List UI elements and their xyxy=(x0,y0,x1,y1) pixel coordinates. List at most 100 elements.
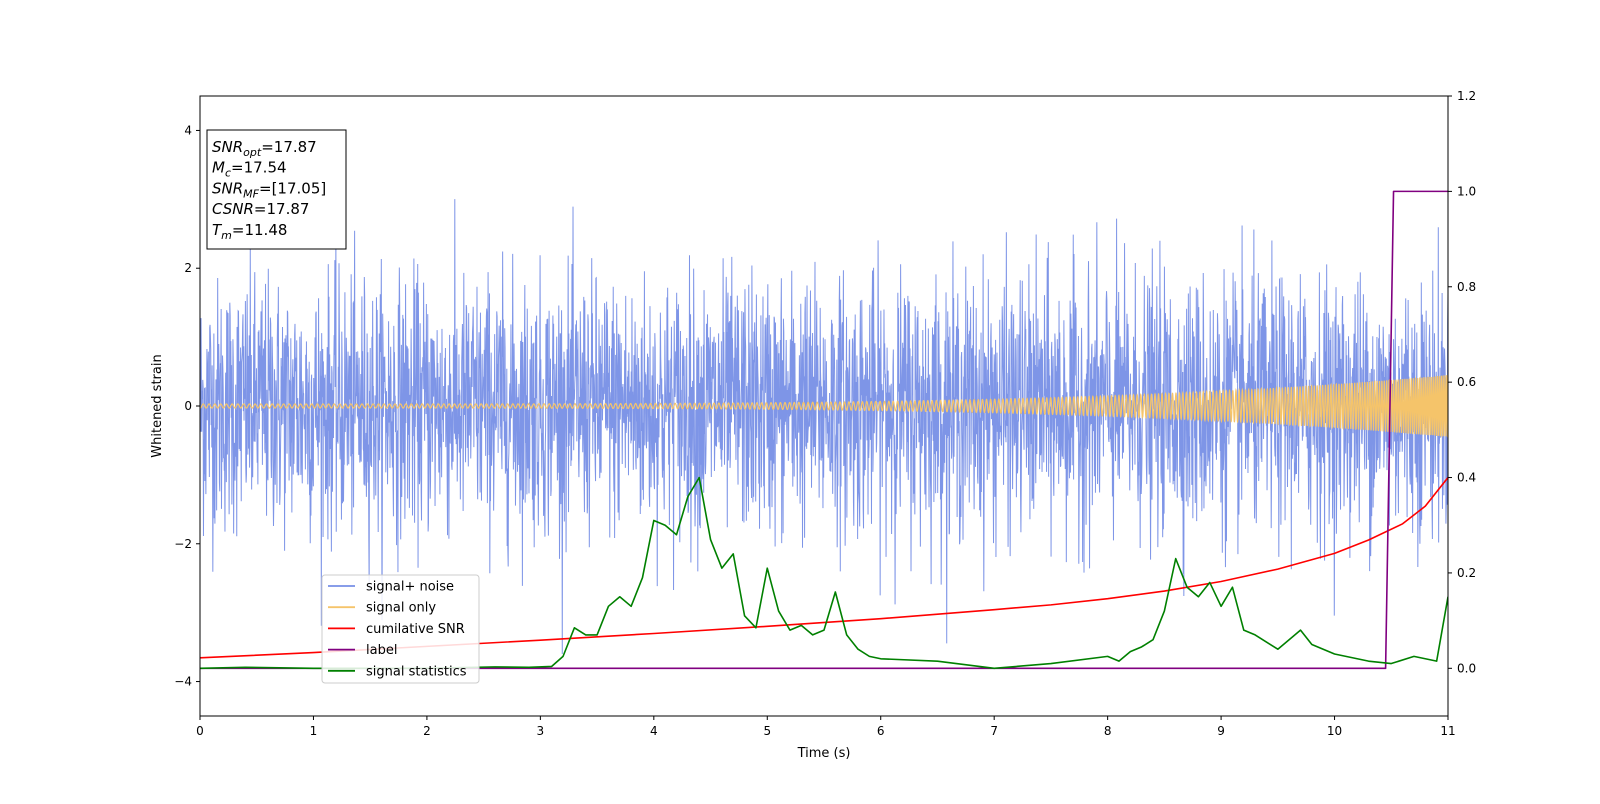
series-signal-statistics-point xyxy=(574,627,576,629)
series-cumulative-snr-point xyxy=(1050,604,1052,606)
y-tick-label-right: 1.2 xyxy=(1457,89,1476,103)
series-cumulative-snr-point xyxy=(1425,505,1427,507)
series-cumulative-snr-point xyxy=(313,652,315,654)
series-signal-statistics-point xyxy=(789,629,791,631)
series-signal-statistics-point xyxy=(1209,582,1211,584)
x-tick-label: 4 xyxy=(650,724,658,738)
series-signal-statistics-point xyxy=(880,658,882,660)
series-signal-statistics-point xyxy=(1436,660,1438,662)
series-signal-statistics-point xyxy=(744,615,746,617)
x-tick-label: 6 xyxy=(877,724,885,738)
x-tick-label: 9 xyxy=(1217,724,1225,738)
x-tick-label: 2 xyxy=(423,724,431,738)
series-signal-statistics-point xyxy=(993,668,995,670)
y-axis-label: Whitened strain xyxy=(150,354,165,457)
info-box: SNRopt=17.87Mc=17.54SNRMF=[17.05]CSNR=17… xyxy=(206,129,347,250)
series-cumulative-snr-point xyxy=(1164,590,1166,592)
series-signal-statistics-point xyxy=(676,534,678,536)
y-tick-label-left: 2 xyxy=(184,261,192,275)
info-box-frame xyxy=(206,129,347,250)
info-box-line: CSNR=17.87 xyxy=(212,200,309,218)
legend-label: label xyxy=(366,643,397,658)
series-signal-statistics-point xyxy=(766,567,768,569)
series-cumulative-snr-point xyxy=(766,626,768,628)
x-tick-label: 0 xyxy=(196,724,204,738)
series-signal-statistics-point xyxy=(698,477,700,479)
series-signal-statistics-point xyxy=(1050,663,1052,665)
legend: signal+ noise signal only cumilative SNR la… xyxy=(321,574,480,684)
series-signal-statistics-point xyxy=(562,656,564,658)
series-signal-statistics-point xyxy=(1107,656,1109,658)
plot-area xyxy=(200,190,1448,670)
x-tick-label: 5 xyxy=(763,724,771,738)
series-signal-statistics-point xyxy=(619,596,621,598)
series-signal-statistics-point xyxy=(1220,606,1222,608)
series-signal-statistics-point xyxy=(1186,586,1188,588)
series-signal-statistics-point xyxy=(596,634,598,636)
series-signal-statistics-point xyxy=(710,539,712,541)
series-signal-statistics-point xyxy=(1141,646,1143,648)
y-tick-label-right: 1.0 xyxy=(1457,184,1476,198)
series-signal-statistics-point xyxy=(585,634,587,636)
y-tick-label-right: 0.8 xyxy=(1457,280,1476,294)
info-box-line: SNRopt=17.87 xyxy=(212,138,317,159)
series-cumulative-snr-point xyxy=(880,618,882,620)
series-signal-statistics-point xyxy=(801,625,803,627)
series-signal-statistics-point xyxy=(1300,629,1302,631)
series-label-line xyxy=(200,190,1448,670)
series-signal-statistics-line xyxy=(200,476,1448,670)
axis-ticks: 0 1 2 3 4 5 6 7 8 9 10 11 4 2 0 −2 −4 1.2 1.0 0.8 0.6 0.4 0.2 0… xyxy=(174,89,1476,738)
series-signal-statistics-point xyxy=(869,656,871,658)
x-tick-label: 3 xyxy=(537,724,545,738)
series-signal-statistics-point xyxy=(1198,596,1200,598)
series-cumulative-snr-point xyxy=(1402,523,1404,525)
x-tick-label: 8 xyxy=(1104,724,1112,738)
series-signal-statistics-point xyxy=(1368,660,1370,662)
series-signal-statistics-point xyxy=(846,634,848,636)
legend-label: signal statistics xyxy=(366,664,467,679)
series-signal-statistics-point xyxy=(937,660,939,662)
series-signal-statistics-point xyxy=(823,629,825,631)
series-signal-statistics-point xyxy=(812,634,814,636)
series-signal-statistics-point xyxy=(755,627,757,629)
y-tick-label-right: 0.0 xyxy=(1457,661,1476,675)
series-signal-statistics-point xyxy=(551,666,553,668)
x-axis-label: Time (s) xyxy=(797,746,851,761)
series-signal-statistics-point xyxy=(630,606,632,608)
legend-frame xyxy=(321,574,480,684)
series-cumulative-snr-point xyxy=(653,633,655,635)
info-box-line: SNRMF=[17.05] xyxy=(212,179,326,200)
series-signal-statistics-point xyxy=(721,567,723,569)
series-signal-statistics-point xyxy=(642,577,644,579)
series-signal-statistics-point xyxy=(1130,651,1132,653)
legend-label: signal+ noise xyxy=(366,580,454,595)
y-tick-label-right: 0.2 xyxy=(1457,566,1476,580)
series-signal-statistics-point xyxy=(1413,656,1415,658)
x-tick-label: 11 xyxy=(1440,724,1455,738)
series-cumulative-snr-point xyxy=(1107,598,1109,600)
series-signal-statistics-point xyxy=(1152,639,1154,641)
x-tick-label: 10 xyxy=(1327,724,1342,738)
series-signal-statistics-point xyxy=(732,553,734,555)
series-signal-statistics-point xyxy=(313,668,315,670)
x-tick-label: 7 xyxy=(990,724,998,738)
series-cumulative-snr-point xyxy=(1334,553,1336,555)
series-cumulative-snr-point xyxy=(1277,568,1279,570)
series-signal-statistics-point xyxy=(1334,653,1336,655)
series-cumulative-snr-line xyxy=(200,477,1448,659)
series-signal-statistics-point xyxy=(494,666,496,668)
series-signal-noise-line xyxy=(200,199,1448,655)
series-signal-statistics-point xyxy=(1118,660,1120,662)
series-signal-statistics-point xyxy=(778,610,780,612)
y-tick-label-left: 0 xyxy=(184,399,192,413)
legend-label: cumilative SNR xyxy=(366,622,465,637)
info-box-line: Mc=17.54 xyxy=(212,159,287,180)
y-tick-label-left: 4 xyxy=(184,123,192,137)
series-signal-statistics-point xyxy=(245,667,247,669)
series-label-point xyxy=(1393,191,1395,193)
series-signal-statistics-point xyxy=(608,606,610,608)
y-tick-label-right: 0.4 xyxy=(1457,471,1476,485)
series-signal-statistics-point xyxy=(1254,634,1256,636)
